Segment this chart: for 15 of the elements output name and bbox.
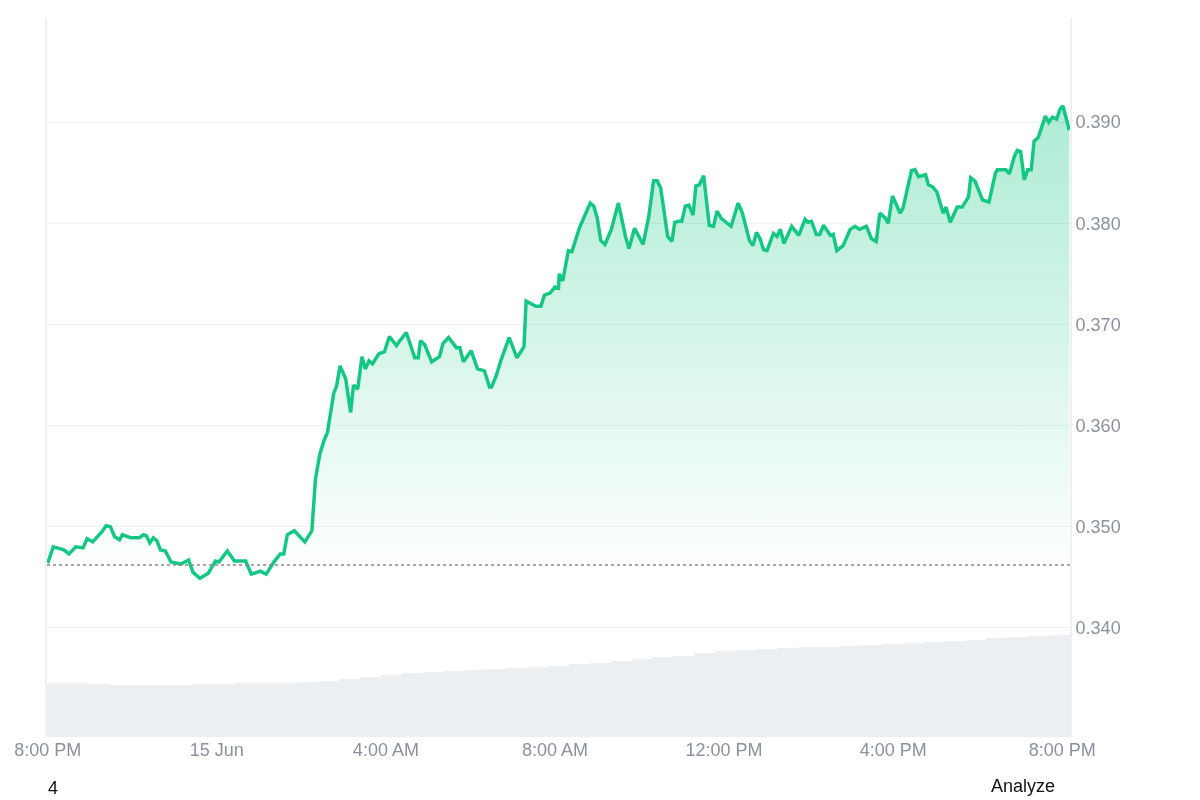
y-tick-label: 0.340 <box>1075 618 1121 639</box>
text: 4 <box>48 778 59 798</box>
x-tick-label: 12:00 PM <box>685 740 763 760</box>
y-tick-label: 0.360 <box>1075 415 1121 436</box>
y-tick-label: 0.380 <box>1075 213 1121 234</box>
x-tick-label: 8:00 PM <box>14 740 82 760</box>
text: Analyze <box>991 776 1056 796</box>
x-tick-label: 8:00 AM <box>521 740 588 760</box>
x-tick-label: 4:00 PM <box>859 740 927 760</box>
x-tick-label: 8:00 PM <box>1028 740 1096 760</box>
x-tick-label: 4:00 AM <box>352 740 419 760</box>
y-tick-label: 0.390 <box>1075 112 1121 133</box>
y-tick-label: 0.370 <box>1075 314 1121 335</box>
y-tick-label: 0.350 <box>1075 516 1121 537</box>
x-tick-label: 15 Jun <box>189 740 244 760</box>
